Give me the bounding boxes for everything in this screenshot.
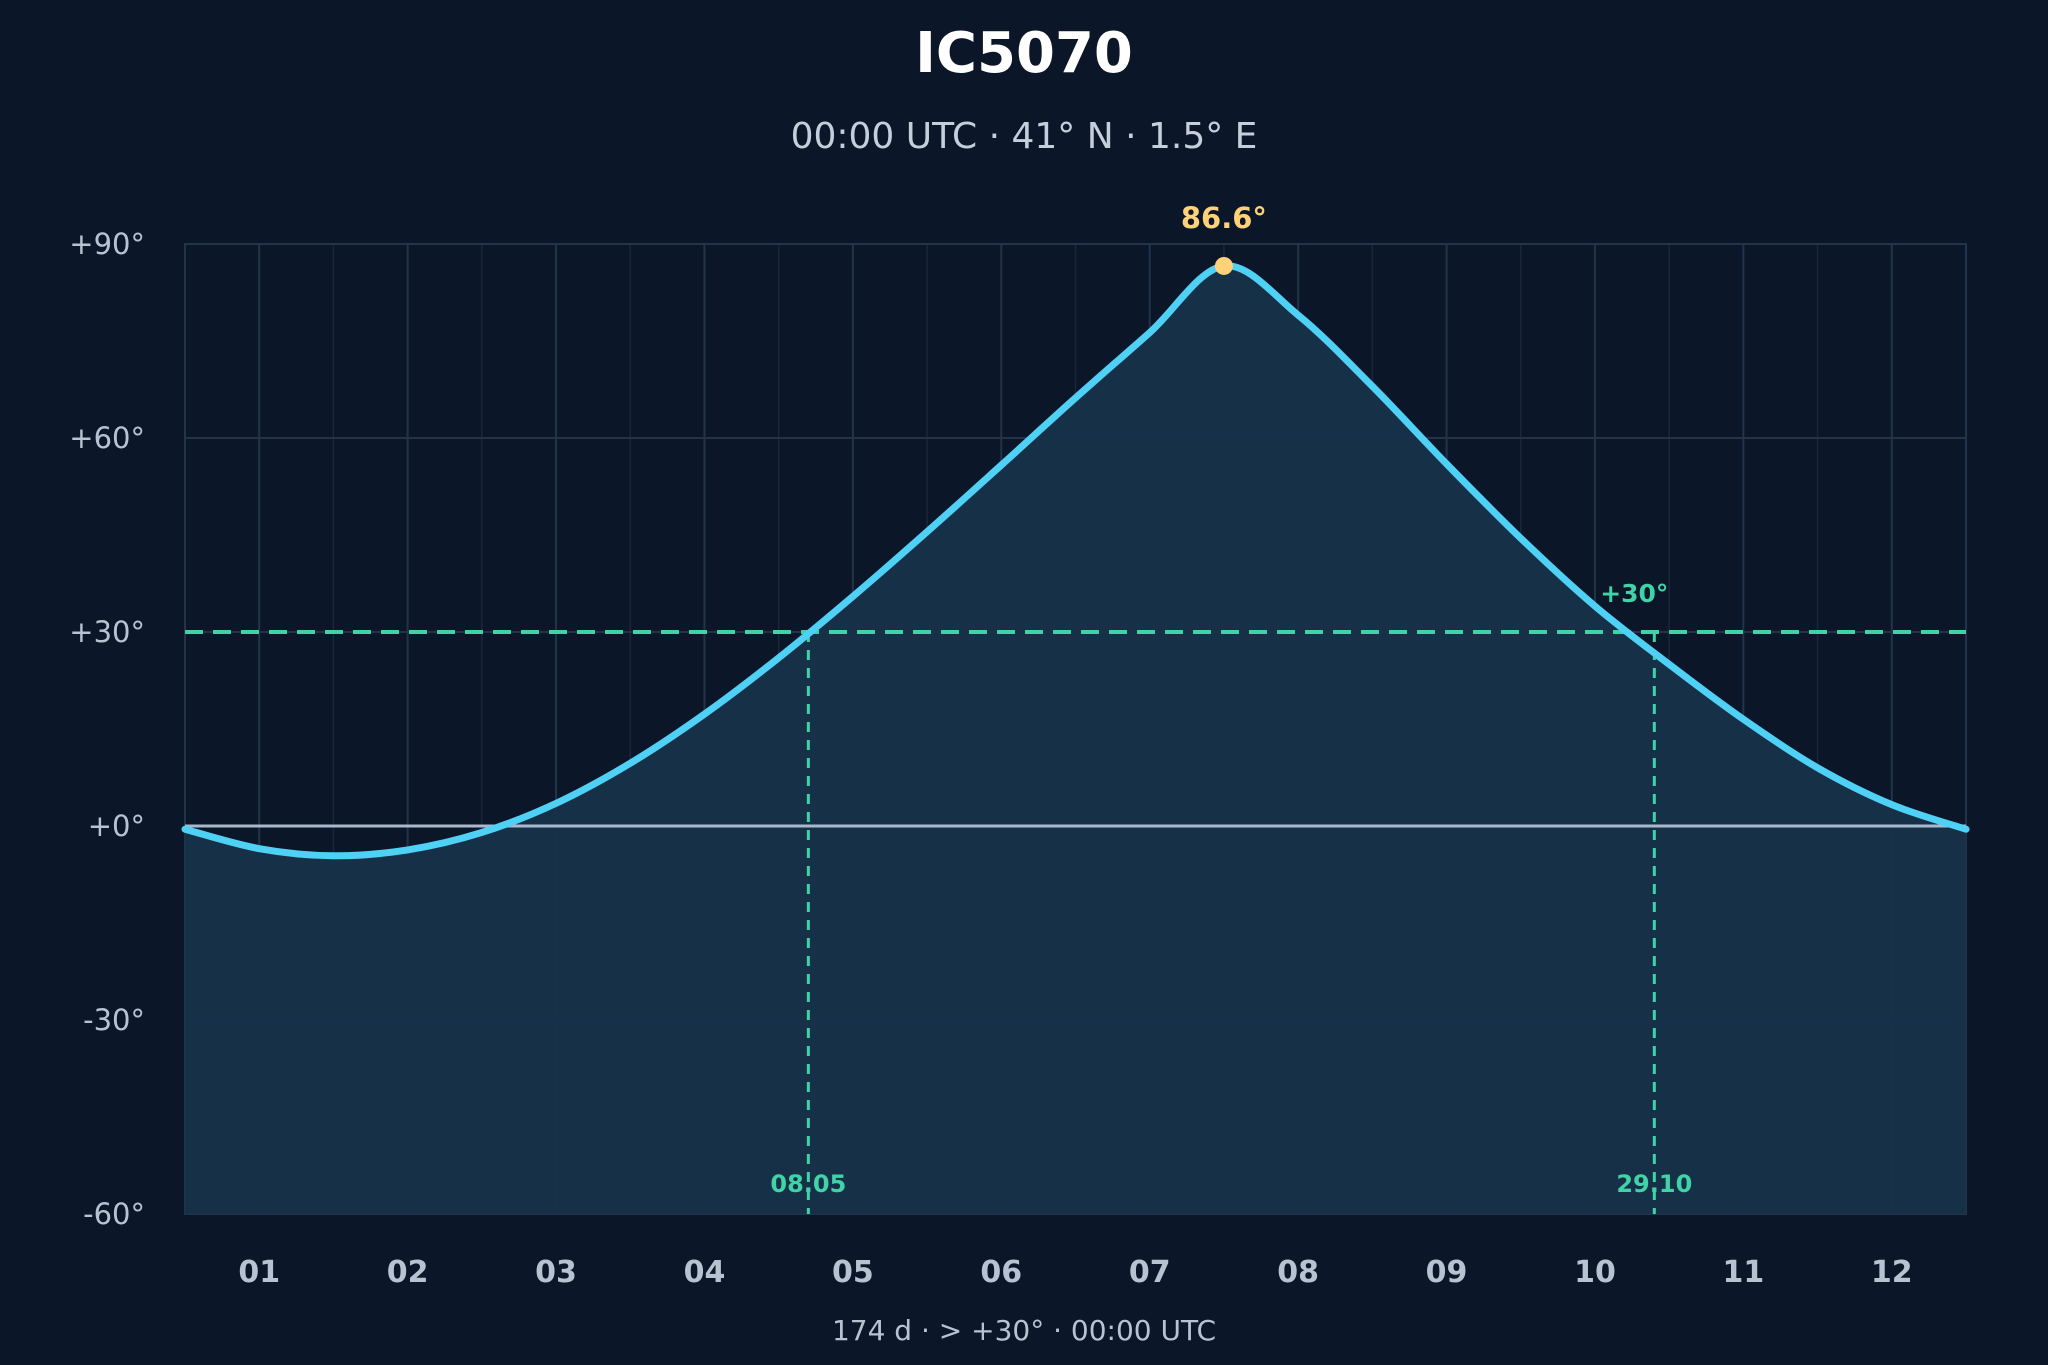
x-tick-label: 01 (238, 1255, 280, 1290)
x-tick-label: 08 (1277, 1255, 1319, 1290)
altitude-area (185, 265, 1966, 1214)
x-tick-label: 10 (1574, 1255, 1616, 1290)
x-tick-label: 05 (832, 1255, 874, 1290)
curve-layer (181, 256, 1970, 860)
crossing-label: 29.10 (1616, 1170, 1692, 1198)
labels-layer: -60° -30° +0° +30° +60° +90° 01 02 03 04 05 06 07 08 0… (69, 201, 1912, 1290)
peak-point (1214, 256, 1233, 275)
altitude-curve (181, 262, 1970, 860)
x-tick-label: 07 (1129, 1255, 1171, 1290)
x-tick-label: 04 (684, 1255, 726, 1290)
area-layer (185, 265, 1966, 1214)
chart-subtitle: 00:00 UTC · 41° N · 1.5° E (791, 116, 1258, 157)
crossing-label: 08.05 (770, 1170, 846, 1198)
x-tick-label: 03 (535, 1255, 577, 1290)
x-tick-label: 02 (387, 1255, 429, 1290)
y-tick-label: -30° (83, 1003, 145, 1037)
y-tick-label: +60° (69, 421, 145, 455)
threshold-label: +30° (1600, 579, 1668, 608)
x-tick-label: 09 (1426, 1255, 1468, 1290)
y-tick-label: -60° (83, 1197, 145, 1231)
chart-title: IC5070 (915, 21, 1133, 86)
x-tick-label: 06 (980, 1255, 1022, 1290)
peak-label: 86.6° (1181, 201, 1267, 235)
y-tick-label: +90° (69, 227, 145, 261)
chart-footer: 174 d · > +30° · 00:00 UTC (832, 1314, 1216, 1347)
reference-lines (185, 630, 1966, 1214)
x-tick-label: 12 (1871, 1255, 1913, 1290)
y-tick-label: +0° (88, 809, 145, 843)
x-tick-label: 11 (1723, 1255, 1765, 1290)
y-tick-label: +30° (69, 615, 145, 649)
